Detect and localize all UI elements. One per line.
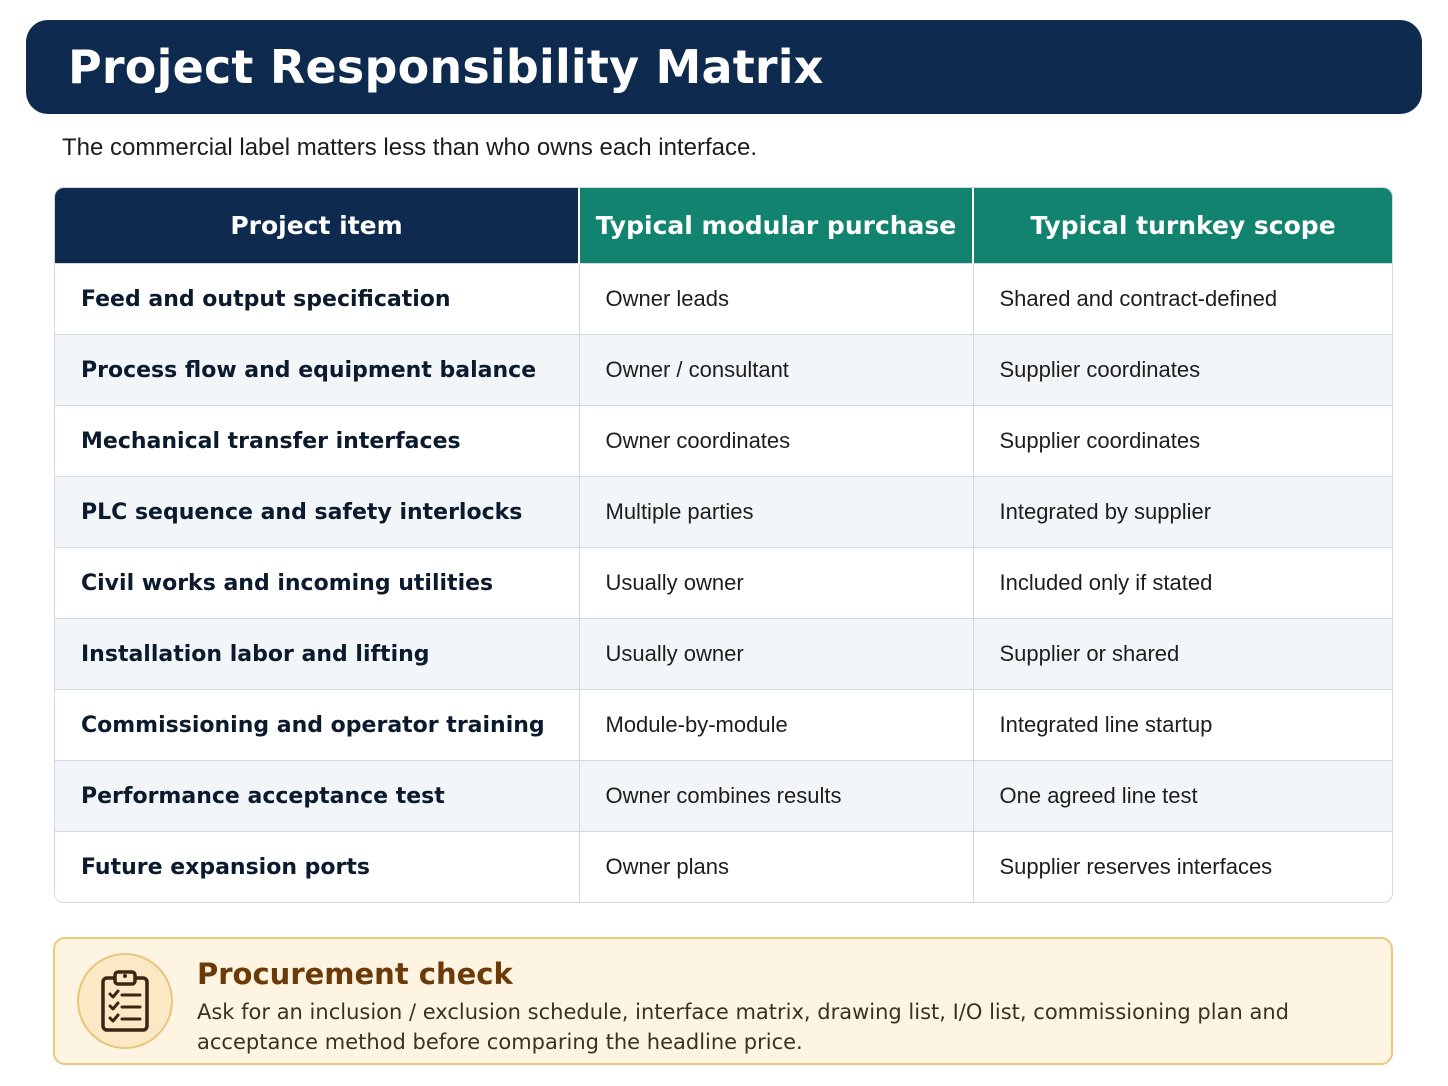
title-banner: Project Responsibility Matrix xyxy=(26,20,1422,114)
project-item-cell: Civil works and incoming utilities xyxy=(55,547,580,619)
callout-title: Procurement check xyxy=(197,957,513,991)
turnkey-cell: Supplier coordinates xyxy=(973,405,1392,477)
table-row: Mechanical transfer interfaces Owner coo… xyxy=(55,405,1392,477)
modular-cell: Usually owner xyxy=(579,618,974,690)
table-row: PLC sequence and safety interlocks Multi… xyxy=(55,476,1392,548)
turnkey-cell: Supplier coordinates xyxy=(973,334,1392,406)
modular-cell: Owner leads xyxy=(579,263,974,335)
table-header-row: Project item Typical modular purchase Ty… xyxy=(55,188,1392,264)
turnkey-cell: Integrated line startup xyxy=(973,689,1392,761)
turnkey-cell: One agreed line test xyxy=(973,760,1392,832)
modular-cell: Owner plans xyxy=(579,831,974,902)
callout-text: Ask for an inclusion / exclusion schedul… xyxy=(197,1000,1289,1054)
column-header-turnkey-scope: Typical turnkey scope xyxy=(973,188,1392,264)
clipboard-checklist-icon xyxy=(77,953,173,1049)
page-title: Project Responsibility Matrix xyxy=(68,40,824,94)
table-row: Civil works and incoming utilities Usual… xyxy=(55,547,1392,619)
table-row: Installation labor and lifting Usually o… xyxy=(55,618,1392,690)
modular-cell: Usually owner xyxy=(579,547,974,619)
turnkey-cell: Supplier reserves interfaces xyxy=(973,831,1392,902)
table-row: Feed and output specification Owner lead… xyxy=(55,263,1392,335)
table-row: Future expansion ports Owner plans Suppl… xyxy=(55,831,1392,902)
column-header-project-item: Project item xyxy=(55,188,580,264)
project-item-cell: Feed and output specification xyxy=(55,263,580,335)
modular-cell: Owner / consultant xyxy=(579,334,974,406)
project-item-cell: Process flow and equipment balance xyxy=(55,334,580,406)
modular-cell: Owner coordinates xyxy=(579,405,974,477)
modular-cell: Module-by-module xyxy=(579,689,974,761)
table-row: Commissioning and operator training Modu… xyxy=(55,689,1392,761)
project-item-cell: Mechanical transfer interfaces xyxy=(55,405,580,477)
responsibility-table: Project item Typical modular purchase Ty… xyxy=(54,187,1393,903)
turnkey-cell: Supplier or shared xyxy=(973,618,1392,690)
table-row: Performance acceptance test Owner combin… xyxy=(55,760,1392,832)
turnkey-cell: Integrated by supplier xyxy=(973,476,1392,548)
turnkey-cell: Shared and contract-defined xyxy=(973,263,1392,335)
project-item-cell: Future expansion ports xyxy=(55,831,580,902)
procurement-check-callout: Procurement check Ask for an inclusion /… xyxy=(53,937,1393,1065)
project-item-cell: Commissioning and operator training xyxy=(55,689,580,761)
table-row: Process flow and equipment balance Owner… xyxy=(55,334,1392,406)
modular-cell: Owner combines results xyxy=(579,760,974,832)
project-item-cell: PLC sequence and safety interlocks xyxy=(55,476,580,548)
turnkey-cell: Included only if stated xyxy=(973,547,1392,619)
page-subtitle: The commercial label matters less than w… xyxy=(62,134,757,161)
project-item-cell: Installation labor and lifting xyxy=(55,618,580,690)
column-header-modular-purchase: Typical modular purchase xyxy=(579,188,974,264)
modular-cell: Multiple parties xyxy=(579,476,974,548)
project-item-cell: Performance acceptance test xyxy=(55,760,580,832)
